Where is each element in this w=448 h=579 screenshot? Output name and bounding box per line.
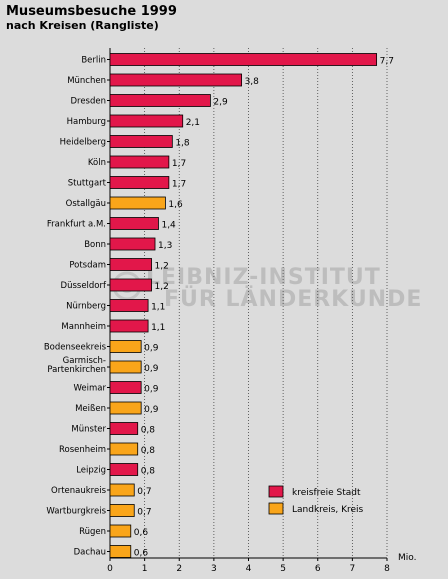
category-label-Düsseldorf: Düsseldorf (61, 281, 107, 291)
value-label-Berlin: 7,7 (380, 57, 394, 67)
watermark-line1: LEIBNIZ-INSTITUT (146, 265, 381, 290)
legend-swatch-kreis (268, 502, 284, 515)
x-tick-label-7: 7 (350, 564, 356, 574)
category-label-Bodenseekreis: Bodenseekreis (44, 343, 107, 353)
value-label-Bodenseekreis: 0,9 (144, 344, 159, 354)
bar-Dachau (109, 545, 132, 558)
value-label-Meißen: 0,9 (144, 405, 159, 415)
value-label-Münster: 0,8 (141, 426, 156, 436)
value-label-Weimar: 0,9 (144, 385, 159, 395)
bar-Münster (109, 422, 139, 435)
bar-Weimar (109, 381, 142, 394)
value-label-Düsseldorf: 1,2 (155, 282, 169, 292)
value-label-Frankfurt a.M.: 1,4 (161, 221, 176, 231)
category-label-Rügen: Rügen (79, 527, 106, 537)
bar-Dresden (109, 94, 211, 107)
category-label-Meißen: Meißen (75, 404, 106, 414)
x-tick-label-2: 2 (176, 564, 182, 574)
bar-Rügen (109, 524, 132, 538)
category-label-Ortenaukreis: Ortenaukreis (51, 486, 107, 496)
x-tick-label-1: 1 (142, 564, 148, 574)
category-label-Weimar: Weimar (74, 384, 107, 394)
bar-Frankfurt a.M. (109, 217, 159, 230)
bar-München (109, 73, 242, 87)
value-label-Ostallgäu: 1,6 (168, 200, 183, 210)
bar-Stuttgart (109, 176, 170, 189)
category-label-Hamburg: Hamburg (67, 117, 106, 127)
bar-Hamburg (109, 114, 184, 128)
legend-label-stadt: kreisfreie Stadt (292, 488, 361, 498)
category-label-Leipzig: Leipzig (76, 466, 106, 476)
category-label-Mannheim: Mannheim (61, 322, 106, 332)
bar-Düsseldorf (109, 278, 152, 292)
category-label-Berlin: Berlin (81, 56, 106, 66)
value-label-Stuttgart: 1,7 (172, 180, 186, 190)
value-label-Bonn: 1,3 (158, 241, 172, 251)
value-label-Mannheim: 1,1 (151, 323, 165, 333)
value-label-Nürnberg: 1,1 (151, 303, 165, 313)
bar-Nürnberg (109, 299, 149, 312)
value-label-Ortenaukreis: 0,7 (137, 487, 151, 497)
bar-Meißen (109, 401, 142, 415)
category-label-Stuttgart: Stuttgart (68, 179, 107, 189)
value-label-Hamburg: 2,1 (186, 118, 200, 128)
category-label-Potsdam: Potsdam (69, 261, 106, 271)
value-label-Heidelberg: 1,8 (175, 139, 190, 149)
value-label-Wartburgkreis: 0,7 (137, 508, 151, 518)
value-label-Potsdam: 1,2 (155, 262, 169, 272)
value-label-Dachau: 0,6 (134, 549, 149, 559)
category-label-Köln: Köln (88, 158, 106, 168)
x-tick-label-8: 8 (384, 564, 390, 574)
x-tick-label-0: 0 (107, 564, 113, 574)
value-label-Rosenheim: 0,8 (141, 446, 156, 456)
category-label-Bonn: Bonn (84, 240, 106, 250)
x-tick-label-6: 6 (315, 564, 321, 574)
bar-Potsdam (109, 258, 152, 271)
bar-Ortenaukreis (109, 483, 135, 497)
category-label-Heidelberg: Heidelberg (60, 138, 106, 148)
bar-Garmisch-Partenkirchen (109, 360, 142, 374)
category-label-München: München (67, 76, 106, 86)
category-label-Dresden: Dresden (70, 97, 106, 107)
x-tick-label-3: 3 (211, 564, 217, 574)
x-tick-label-5: 5 (280, 564, 286, 574)
chart-title-block: Museumsbesuche 1999 nach Kreisen (Rangli… (6, 4, 177, 33)
category-label-Rosenheim: Rosenheim (59, 445, 106, 455)
bar-Leipzig (109, 463, 139, 476)
category-label-Garmisch-Partenkirchen-line2: Partenkirchen (47, 365, 106, 375)
category-label-Garmisch-Partenkirchen-line1: Garmisch- (63, 356, 106, 366)
category-label-Frankfurt a.M.: Frankfurt a.M. (47, 220, 106, 230)
bar-Bodenseekreis (109, 340, 142, 353)
value-label-Dresden: 2,9 (213, 98, 228, 108)
bar-Köln (109, 155, 170, 169)
legend-label-kreis: Landkreis, Kreis (292, 505, 364, 515)
bar-Wartburgkreis (109, 504, 135, 517)
bar-Berlin (109, 53, 378, 66)
value-label-Garmisch-Partenkirchen: 0,9 (144, 364, 159, 374)
chart-title: Museumsbesuche 1999 (6, 4, 177, 19)
category-label-Münster: Münster (71, 425, 106, 435)
bar-Heidelberg (109, 135, 173, 148)
x-unit-label: Mio. (398, 553, 416, 563)
x-tick-label-4: 4 (246, 564, 252, 574)
category-label-Dachau: Dachau (74, 548, 106, 558)
bar-Bonn (109, 237, 156, 251)
bar-Mannheim (109, 319, 149, 333)
legend-swatch-stadt (268, 485, 284, 498)
bar-Rosenheim (109, 442, 139, 456)
watermark-line2: FÜR LÄNDERKUNDE (164, 286, 422, 312)
category-label-Wartburgkreis: Wartburgkreis (46, 507, 106, 517)
value-label-Köln: 1,7 (172, 159, 186, 169)
value-label-Rügen: 0,6 (134, 528, 149, 538)
category-label-Ostallgäu: Ostallgäu (66, 199, 106, 209)
chart-subtitle: nach Kreisen (Rangliste) (6, 19, 159, 32)
bar-Ostallgäu (109, 196, 166, 210)
value-label-München: 3,8 (245, 77, 260, 87)
value-label-Leipzig: 0,8 (141, 467, 156, 477)
category-label-Nürnberg: Nürnberg (66, 302, 106, 312)
